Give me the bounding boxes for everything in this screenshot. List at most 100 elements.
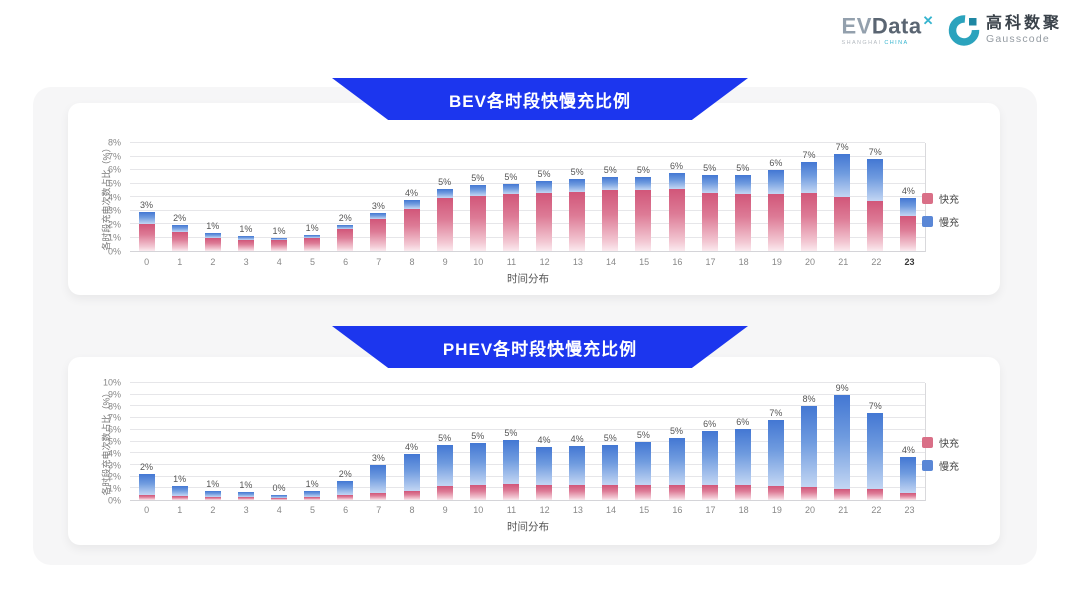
- fast-charge-segment: [569, 191, 586, 251]
- x-tick-label: 13: [572, 257, 583, 267]
- bar-column-13: 5%: [561, 143, 594, 251]
- bar-column-16: 6%: [660, 143, 693, 251]
- y-axis-ticks: 0% 1% 2% 3% 4% 5% 6% 7% 8% 9% 10%: [98, 378, 126, 505]
- gridline: [130, 169, 925, 170]
- bar-column-14: 5%: [594, 383, 627, 500]
- bar-column-18: 6%: [726, 383, 759, 500]
- fast-charge-segment: [801, 487, 818, 500]
- bar-column-6: 2%: [329, 143, 362, 251]
- phev-chart-title: PHEV各时段快慢充比例: [442, 339, 638, 359]
- y-tick-label: 5%: [107, 436, 121, 447]
- slow-charge-segment: [271, 494, 288, 498]
- fast-charge-segment: [635, 190, 652, 251]
- y-tick-label: 2%: [107, 219, 121, 230]
- gausscode-english-name: Gausscode: [985, 32, 1050, 45]
- bar-total-label: 5%: [636, 429, 650, 440]
- fast-charge-segment: [271, 240, 288, 251]
- gridline: [130, 236, 925, 238]
- bar-column-0: 3%: [130, 143, 163, 251]
- y-tick-label: 7%: [107, 412, 121, 423]
- fast-charge-segment: [867, 489, 884, 500]
- slow-charge-segment: [767, 420, 784, 486]
- slow-charge-segment: [469, 184, 486, 196]
- bar-total-label: 7%: [835, 142, 849, 152]
- y-axis-ticks: 0% 1% 2% 3% 4% 5% 6% 7% 8%: [98, 138, 126, 256]
- bar-total-label: 2%: [338, 469, 352, 480]
- bar-column-6: 2%: [329, 383, 362, 500]
- slow-charge-segment: [701, 430, 718, 485]
- bar-column-23: 4%: [892, 143, 925, 251]
- slow-charge-segment: [569, 179, 586, 192]
- slow-charge-segment: [370, 213, 387, 219]
- bar-column-13: 4%: [561, 383, 594, 500]
- fast-charge-segment: [138, 494, 155, 500]
- evdata-logo: EVData✕ SHANGHAI CHINA: [842, 14, 934, 46]
- bar-total-label: 8%: [802, 394, 816, 405]
- gridline: [130, 487, 925, 489]
- fast-charge-segment: [536, 484, 553, 500]
- fast-charge-segment: [469, 195, 486, 251]
- bar-total-label: 5%: [570, 167, 584, 178]
- bar-total-label: 5%: [603, 433, 617, 444]
- fast-charge-segment: [304, 496, 321, 500]
- bar-total-label: 5%: [736, 163, 750, 174]
- bar-total-label: 6%: [670, 160, 684, 171]
- x-tick-label: 23: [904, 505, 915, 515]
- gausscode-chinese-name: 高科数聚: [985, 15, 1062, 33]
- bar-total-label: 5%: [438, 176, 452, 187]
- slow-charge-label: 慢充: [939, 218, 959, 229]
- y-tick-label: 0%: [107, 246, 121, 257]
- bar-total-label: 5%: [471, 430, 485, 441]
- bar-column-21: 9%: [826, 383, 859, 500]
- bar-column-15: 5%: [627, 143, 660, 251]
- x-tick-label: 4: [276, 257, 282, 267]
- evdata-x-icon: ✕: [922, 13, 934, 28]
- bar-column-23: 4%: [892, 383, 925, 500]
- x-tick-label: 1: [177, 257, 183, 267]
- x-tick-label: 11: [506, 257, 517, 267]
- x-tick-label: 1: [177, 505, 183, 515]
- bar-total-label: 3%: [371, 452, 385, 463]
- fast-charge-segment: [635, 484, 652, 500]
- bar-column-5: 1%: [296, 143, 329, 251]
- gridline: [130, 142, 925, 143]
- x-tick-label: 11: [506, 505, 517, 515]
- x-tick-label: 9: [442, 257, 448, 267]
- fast-charge-segment: [403, 209, 420, 251]
- slow-charge-segment: [436, 188, 453, 199]
- slow-charge-segment: [403, 199, 420, 210]
- x-tick-label: 9: [442, 505, 448, 515]
- bar-column-4: 1%: [263, 143, 296, 251]
- y-tick-label: 8%: [107, 401, 121, 412]
- slow-charge-segment: [668, 438, 685, 485]
- plot-area: 2% 1% 1% 1% 0% 1% 2% 3% 4% 5% 5% 5% 4% 4% 5% 5% 5% 6% 6% 7%…: [130, 382, 926, 501]
- bar-column-1: 2%: [163, 143, 196, 251]
- slow-charge-segment: [602, 176, 619, 191]
- phev-chart: 各时段充电次数占比（%） 0% 1% 2% 3% 4% 5% 6% 7% 8% 9% 10% 2% 1…: [68, 357, 1000, 545]
- gausscode-logo: 高科数聚 Gausscode: [948, 14, 1062, 46]
- slow-charge-segment: [635, 176, 652, 191]
- bars-container: 2% 1% 1% 1% 0% 1% 2% 3% 4% 5% 5% 5% 4% 4% 5% 5% 5% 6% 6% 7%…: [130, 383, 925, 500]
- x-tick-label: 17: [705, 505, 716, 515]
- bar-total-label: 4%: [405, 187, 419, 198]
- bar-column-18: 5%: [726, 143, 759, 251]
- slow-charge-segment: [304, 234, 321, 239]
- slow-charge-swatch-icon: [922, 216, 933, 227]
- slow-charge-segment: [171, 485, 188, 496]
- slow-charge-segment: [900, 456, 917, 493]
- slow-charge-segment: [436, 445, 453, 486]
- bar-total-label: 5%: [438, 433, 452, 444]
- y-tick-label: 0%: [107, 495, 121, 506]
- bar-total-label: 4%: [405, 442, 419, 453]
- fast-charge-segment: [668, 188, 685, 251]
- bar-total-label: 6%: [769, 158, 783, 169]
- fast-charge-segment: [900, 215, 917, 251]
- slow-charge-segment: [701, 175, 718, 193]
- gridline: [130, 209, 925, 211]
- x-tick-label: 15: [639, 257, 650, 267]
- fast-charge-segment: [469, 484, 486, 500]
- gausscode-g-icon: [948, 14, 980, 46]
- fast-charge-segment: [834, 196, 851, 251]
- bar-total-label: 2%: [338, 213, 352, 224]
- slow-charge-segment: [900, 198, 917, 216]
